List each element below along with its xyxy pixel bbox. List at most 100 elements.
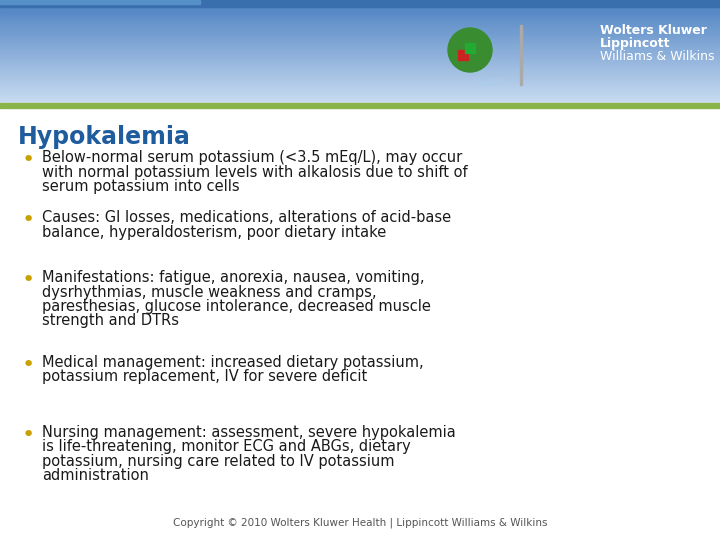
Text: Hypokalemia: Hypokalemia bbox=[18, 125, 191, 149]
Bar bbox=[0, 22, 720, 23]
Bar bbox=[0, 86, 720, 87]
Bar bbox=[0, 48, 720, 49]
Bar bbox=[0, 3, 720, 4]
Bar bbox=[0, 100, 720, 101]
Bar bbox=[0, 77, 720, 78]
Text: •: • bbox=[22, 425, 35, 445]
Text: •: • bbox=[22, 150, 35, 170]
Bar bbox=[0, 69, 720, 70]
Bar bbox=[0, 23, 720, 24]
Bar bbox=[0, 66, 720, 67]
Bar bbox=[0, 80, 720, 81]
Bar bbox=[0, 59, 720, 60]
Bar bbox=[0, 16, 720, 17]
Bar bbox=[0, 35, 720, 36]
Bar bbox=[0, 68, 720, 69]
Text: strength and DTRs: strength and DTRs bbox=[42, 314, 179, 328]
Bar bbox=[0, 93, 720, 94]
Text: •: • bbox=[22, 270, 35, 290]
Bar bbox=[0, 94, 720, 96]
Bar bbox=[0, 25, 720, 26]
Bar bbox=[0, 67, 720, 68]
Bar bbox=[0, 20, 720, 21]
Text: Williams & Wilkins: Williams & Wilkins bbox=[600, 50, 714, 63]
Bar bbox=[0, 57, 720, 58]
Bar bbox=[0, 6, 720, 8]
Bar bbox=[0, 82, 720, 83]
Text: balance, hyperaldosterism, poor dietary intake: balance, hyperaldosterism, poor dietary … bbox=[42, 225, 386, 240]
Bar bbox=[0, 18, 720, 19]
Bar bbox=[0, 28, 720, 29]
Bar bbox=[0, 37, 720, 38]
Text: •: • bbox=[22, 355, 35, 375]
Bar bbox=[0, 4, 720, 5]
Bar bbox=[0, 89, 720, 90]
Bar bbox=[0, 102, 720, 103]
Bar bbox=[0, 26, 720, 28]
Bar bbox=[0, 11, 720, 12]
Bar bbox=[0, 46, 720, 47]
Bar bbox=[0, 70, 720, 71]
Text: Nursing management: assessment, severe hypokalemia: Nursing management: assessment, severe h… bbox=[42, 425, 456, 440]
Bar bbox=[0, 24, 720, 25]
Text: with normal potassium levels with alkalosis due to shift of: with normal potassium levels with alkalo… bbox=[42, 165, 467, 179]
Text: potassium replacement, IV for severe deficit: potassium replacement, IV for severe def… bbox=[42, 369, 367, 384]
Bar bbox=[0, 33, 720, 35]
Text: serum potassium into cells: serum potassium into cells bbox=[42, 179, 240, 194]
Text: Wolters Kluwer: Wolters Kluwer bbox=[600, 24, 707, 37]
Bar bbox=[0, 36, 720, 37]
Bar bbox=[0, 40, 720, 41]
Bar bbox=[0, 91, 720, 92]
Bar bbox=[0, 79, 720, 80]
Bar bbox=[0, 64, 720, 65]
Bar bbox=[0, 71, 720, 72]
Bar bbox=[0, 92, 720, 93]
Text: Lippincott: Lippincott bbox=[600, 37, 670, 50]
Bar bbox=[0, 72, 720, 73]
Bar bbox=[0, 32, 720, 33]
Bar bbox=[0, 45, 720, 46]
Circle shape bbox=[448, 28, 492, 72]
Text: administration: administration bbox=[42, 469, 149, 483]
Bar bbox=[0, 98, 720, 99]
Bar bbox=[0, 83, 720, 84]
Bar bbox=[0, 76, 720, 77]
Bar bbox=[0, 9, 720, 10]
Bar bbox=[465, 43, 475, 53]
Bar bbox=[0, 39, 720, 40]
Bar bbox=[0, 104, 720, 105]
Bar bbox=[0, 99, 720, 100]
Bar bbox=[0, 50, 720, 51]
Bar bbox=[0, 56, 720, 57]
Bar bbox=[0, 47, 720, 48]
Bar bbox=[0, 0, 720, 1]
Bar bbox=[0, 2, 720, 3]
Bar bbox=[0, 8, 720, 9]
Bar bbox=[0, 88, 720, 89]
Bar bbox=[0, 58, 720, 59]
Bar bbox=[0, 10, 720, 11]
Bar bbox=[0, 1, 720, 2]
Bar bbox=[0, 78, 720, 79]
Bar bbox=[0, 90, 720, 91]
Bar bbox=[0, 44, 720, 45]
Bar bbox=[0, 21, 720, 22]
Bar bbox=[0, 73, 720, 75]
Bar bbox=[520, 25, 522, 85]
Bar bbox=[0, 62, 720, 63]
Bar bbox=[0, 30, 720, 31]
Bar bbox=[0, 96, 720, 97]
Bar bbox=[0, 87, 720, 88]
Text: Below-normal serum potassium (<3.5 mEq/L), may occur: Below-normal serum potassium (<3.5 mEq/L… bbox=[42, 150, 462, 165]
Bar bbox=[0, 103, 720, 104]
Bar bbox=[0, 65, 720, 66]
Bar bbox=[0, 51, 720, 52]
Bar bbox=[0, 61, 720, 62]
Bar bbox=[0, 5, 720, 6]
Bar bbox=[0, 49, 720, 50]
Bar bbox=[0, 41, 720, 42]
Bar bbox=[0, 103, 720, 108]
Bar bbox=[0, 17, 720, 18]
Bar bbox=[0, 15, 720, 16]
Bar bbox=[0, 97, 720, 98]
